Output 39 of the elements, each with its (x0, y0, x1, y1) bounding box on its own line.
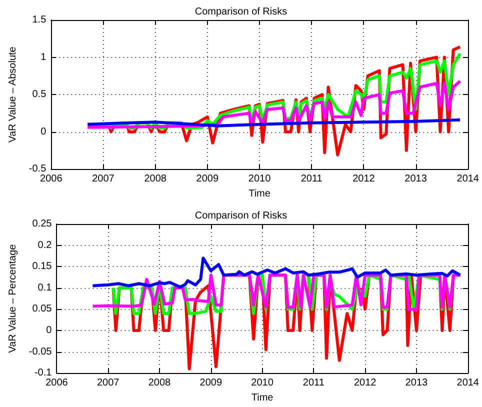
x-tick-label: 2007 (92, 174, 115, 185)
y-tick-label: 0.5 (32, 89, 47, 100)
x-tick-label: 2010 (251, 377, 274, 388)
y-tick-label: 0.1 (38, 282, 52, 293)
x-tick-label: 2014 (456, 377, 480, 388)
line-series (91, 256, 462, 288)
x-tick-label: 2010 (248, 174, 272, 185)
y-tick-label: -0.5 (28, 164, 47, 175)
chart-title: Comparison of Risks (194, 6, 288, 18)
y-tick-label: -0.05 (28, 346, 52, 357)
x-tick-label: 2006 (46, 377, 68, 388)
x-tick-label: 2013 (404, 174, 428, 185)
x-tick-label: 2011 (300, 174, 323, 185)
x-tick-label: 2007 (96, 377, 120, 388)
y-tick-label: 0.05 (32, 303, 52, 314)
y-tick-label: 0.15 (32, 260, 52, 272)
y-tick-label: 1.5 (32, 14, 47, 26)
x-tick-label: 2012 (352, 174, 376, 185)
x-tick-label: 2008 (144, 174, 167, 185)
y-axis-title: VaR Value – Absolute (8, 46, 18, 142)
x-tick-label: 2006 (40, 174, 63, 185)
chart-title: Comparison of Risks (194, 210, 288, 221)
y-tick-label: 0.2 (38, 239, 52, 250)
y-tick-label: 0.25 (32, 218, 52, 229)
y-tick-label: 0 (46, 324, 52, 336)
x-tick-label: 2011 (302, 377, 325, 388)
x-tick-label: 2013 (405, 377, 428, 388)
x-tick-label: 2008 (148, 377, 172, 388)
x-tick-label: 2009 (196, 174, 219, 185)
x-axis-title: Time (248, 188, 271, 200)
line-series (86, 80, 462, 129)
y-tick-label: 1 (40, 52, 47, 63)
x-axis-title: Time (251, 392, 274, 403)
y-tick-label: -0.1 (34, 367, 52, 378)
x-tick-label: 2014 (456, 174, 480, 185)
y-tick-label: 0 (40, 126, 47, 138)
x-tick-label: 2009 (200, 377, 222, 388)
x-tick-label: 2012 (354, 377, 377, 388)
y-axis-title: VaR Value – Percentage (8, 243, 18, 352)
